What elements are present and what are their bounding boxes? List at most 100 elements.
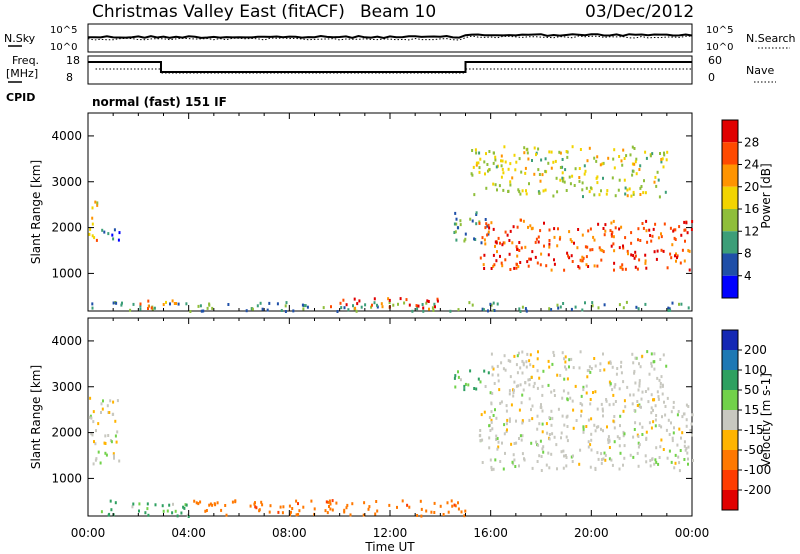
scatter-cell	[645, 266, 648, 270]
scatter-cell	[668, 433, 671, 436]
scatter-cell	[621, 267, 624, 271]
scatter-cell	[557, 407, 560, 411]
scatter-cell	[89, 396, 92, 400]
scatter-cell	[656, 390, 659, 394]
scatter-cell	[564, 454, 567, 457]
scatter-cell	[619, 424, 621, 428]
scatter-cell	[692, 459, 694, 462]
scatter-cell	[182, 505, 185, 509]
scatter-cell	[580, 394, 583, 398]
scatter-cell	[209, 502, 212, 506]
scatter-cell	[556, 244, 559, 248]
power-colorbar-label: Power [dB]	[759, 163, 773, 228]
scatter-cell	[637, 388, 640, 392]
scatter-cell	[451, 504, 454, 508]
colorbar-segment	[722, 275, 738, 298]
scatter-cell	[298, 509, 301, 513]
scatter-cell	[479, 429, 482, 432]
scatter-cell	[671, 301, 674, 305]
scatter-cell	[676, 254, 679, 258]
scatter-cell	[613, 385, 616, 389]
scatter-cell	[483, 160, 486, 164]
scatter-cell	[551, 416, 554, 420]
scatter-cell	[686, 231, 689, 235]
scatter-cell	[519, 192, 522, 196]
scatter-cell	[631, 173, 634, 177]
scatter-cell	[683, 259, 686, 263]
scatter-cell	[563, 377, 566, 381]
scatter-cell	[492, 253, 495, 257]
scatter-cell	[646, 240, 649, 244]
scatter-cell	[659, 382, 662, 385]
scatter-cell	[473, 193, 476, 197]
scatter-cell	[388, 301, 391, 304]
scatter-cell	[608, 380, 611, 384]
scatter-cell	[650, 426, 653, 430]
scatter-cell	[556, 373, 559, 377]
scatter-cell	[494, 183, 497, 187]
scatter-cell	[405, 298, 408, 302]
scatter-cell	[578, 179, 581, 183]
scatter-cell	[567, 391, 570, 395]
scatter-cell	[522, 361, 525, 365]
scatter-cell	[589, 398, 592, 401]
scatter-cell	[295, 513, 298, 517]
scatter-cell	[199, 304, 202, 308]
scatter-cell	[256, 304, 259, 308]
scatter-cell	[500, 154, 503, 158]
x-tick-label: 00:00	[71, 526, 106, 540]
scatter-cell	[685, 418, 688, 422]
scatter-cell	[691, 220, 694, 223]
scatter-cell	[600, 427, 602, 431]
scatter-cell	[279, 505, 282, 509]
y-tick-label: 1000	[51, 266, 82, 280]
scatter-cell	[664, 413, 667, 417]
scatter-cell	[537, 350, 539, 354]
scatter-cell	[661, 384, 664, 388]
scatter-cell	[632, 435, 635, 439]
scatter-cell	[496, 302, 499, 306]
scatter-cell	[678, 461, 681, 465]
scatter-cell	[356, 302, 359, 306]
scatter-cell	[660, 232, 662, 236]
colorbar-segment	[722, 120, 738, 143]
scatter-cell	[97, 450, 100, 454]
scatter-cell	[500, 164, 503, 168]
scatter-cell	[496, 188, 498, 192]
scatter-cell	[683, 228, 686, 232]
scatter-cell	[522, 363, 525, 367]
scatter-cell	[541, 422, 544, 426]
freq-tick-high: 18	[66, 54, 80, 67]
scatter-cell	[422, 306, 425, 310]
colorbar-tick-label: 16	[744, 202, 759, 216]
scatter-cell	[519, 261, 522, 264]
scatter-cell	[477, 161, 480, 165]
scatter-cell	[185, 503, 188, 507]
scatter-cell	[110, 440, 113, 444]
scatter-cell	[588, 365, 591, 369]
scatter-cell	[670, 410, 673, 414]
scatter-cell	[490, 352, 493, 356]
scatter-cell	[166, 509, 169, 513]
scatter-cell	[504, 258, 507, 262]
scatter-cell	[624, 186, 627, 190]
scatter-cell	[653, 250, 656, 254]
scatter-cell	[249, 504, 252, 508]
scatter-cell	[612, 219, 615, 223]
scatter-cell	[499, 254, 501, 258]
scatter-cell	[368, 505, 371, 509]
scatter-cell	[487, 232, 490, 236]
scatter-cell	[439, 504, 442, 508]
scatter-cell	[276, 302, 279, 306]
scatter-cell	[516, 254, 519, 258]
colorbar-tick-label: 20	[744, 180, 759, 194]
scatter-cell	[644, 454, 647, 458]
scatter-cell	[513, 388, 515, 392]
scatter-cell	[653, 462, 656, 466]
scatter-cell	[494, 244, 496, 248]
scatter-cell	[176, 514, 179, 518]
scatter-cell	[328, 499, 331, 503]
scatter-cell	[367, 507, 370, 511]
scatter-cell	[457, 375, 460, 379]
scatter-cell	[621, 163, 624, 167]
